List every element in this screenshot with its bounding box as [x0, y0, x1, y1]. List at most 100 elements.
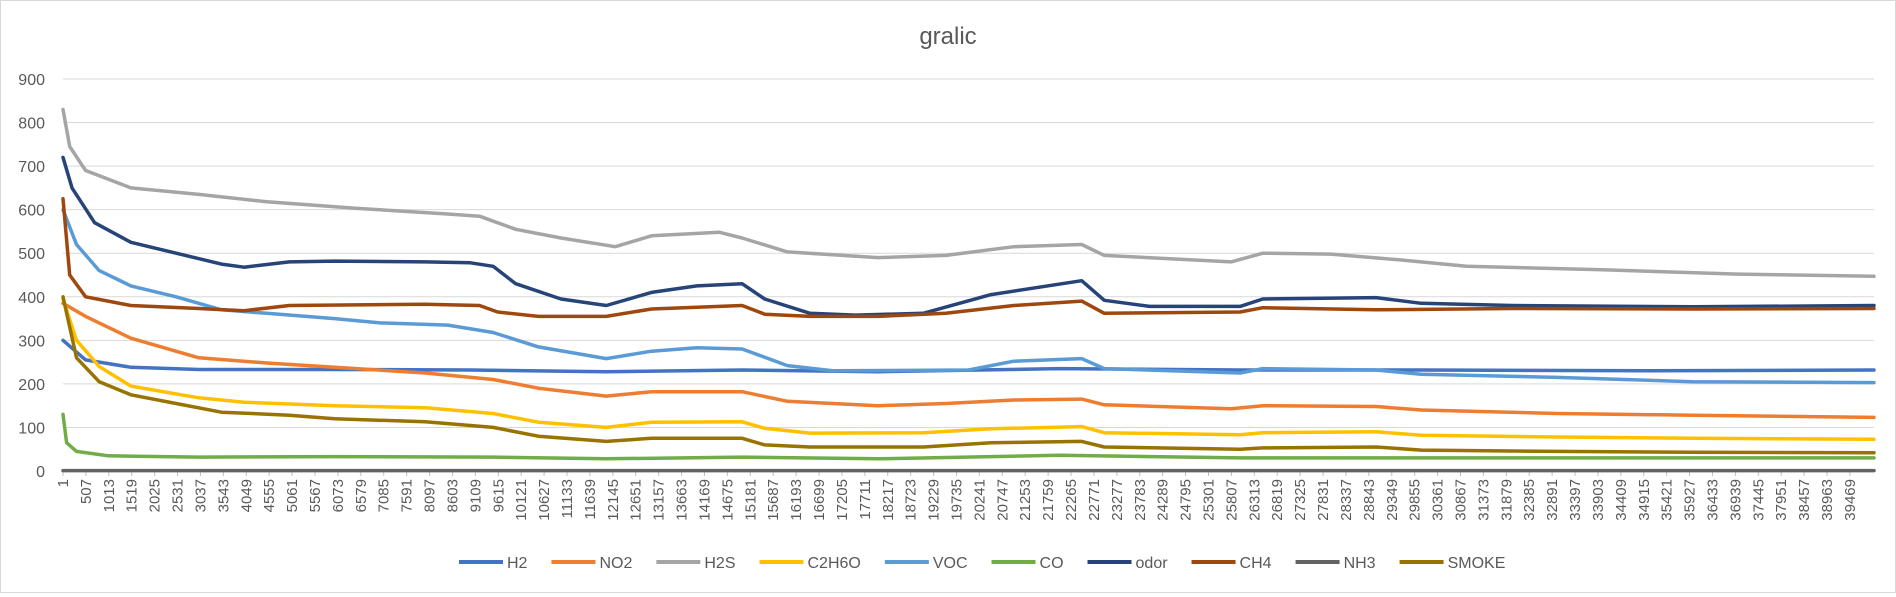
- x-tick-label: 6073: [330, 479, 347, 512]
- x-tick-label: 3037: [192, 479, 209, 512]
- x-tick-label: 31879: [1498, 479, 1515, 521]
- x-tick-label: 39469: [1842, 479, 1859, 521]
- x-tick-label: 9615: [490, 479, 507, 512]
- x-tick-label: 32385: [1521, 479, 1538, 521]
- x-tick-label: 19229: [926, 479, 943, 521]
- x-tick-label: 17205: [834, 479, 851, 521]
- chart-title: gralic: [919, 23, 976, 50]
- y-tick-label: 800: [18, 116, 45, 133]
- x-tick-label: 19735: [948, 479, 965, 521]
- x-tick-label: 24795: [1178, 479, 1195, 521]
- legend-label: SMOKE: [1448, 555, 1506, 572]
- x-tick-label: 2025: [147, 479, 164, 512]
- x-tick-label: 12145: [605, 479, 622, 521]
- x-tick-label: 18217: [880, 479, 897, 521]
- x-tick-label: 21759: [1040, 479, 1057, 521]
- x-tick-label: 1: [55, 479, 72, 487]
- gridlines: [63, 78, 1874, 472]
- x-tick-label: 16193: [788, 479, 805, 521]
- x-tick-label: 1013: [101, 479, 118, 512]
- x-tick-label: 2531: [170, 479, 187, 512]
- x-tick-label: 13157: [651, 479, 668, 521]
- x-tick-label: 20241: [971, 479, 988, 521]
- x-tick-label: 24289: [1155, 479, 1172, 521]
- x-tick-label: 12651: [628, 479, 645, 521]
- series-line-co: [61, 412, 1876, 461]
- x-tick-label: 8097: [422, 479, 439, 512]
- x-tick-label: 25807: [1223, 479, 1240, 521]
- x-tick-label: 33903: [1590, 479, 1607, 521]
- x-tick-label: 9109: [467, 479, 484, 512]
- x-tick-label: 33397: [1567, 479, 1584, 521]
- x-tick-label: 21253: [1017, 479, 1034, 521]
- y-tick-label: 200: [18, 377, 45, 394]
- x-tick-label: 15181: [742, 479, 759, 521]
- x-tick-label: 5061: [284, 479, 301, 512]
- legend-label: C2H6O: [807, 555, 860, 572]
- x-tick-label: 4555: [261, 479, 278, 512]
- x-tick-label: 5567: [307, 479, 324, 512]
- legend-label: CO: [1040, 555, 1064, 572]
- x-tick-label: 11639: [582, 479, 599, 520]
- x-tick-label: 16699: [811, 479, 828, 521]
- y-tick-label: 100: [18, 420, 45, 437]
- x-tick-label: 27325: [1292, 479, 1309, 521]
- x-tick-label: 4049: [238, 479, 255, 512]
- x-tick-label: 10627: [536, 479, 553, 521]
- x-tick-label: 18723: [903, 479, 920, 521]
- legend-label: H2S: [704, 555, 735, 572]
- series-line-voc: [61, 207, 1876, 385]
- legend-label: NH3: [1344, 555, 1376, 572]
- series-line-c2h6o: [61, 297, 1876, 441]
- x-tick-label: 34915: [1636, 479, 1653, 521]
- x-tick-label: 28843: [1361, 479, 1378, 521]
- x-tick-label: 10121: [513, 479, 530, 521]
- y-tick-label: 400: [18, 290, 45, 307]
- series-lines: [61, 107, 1876, 473]
- x-tick-label: 23277: [1109, 479, 1126, 521]
- x-tick-label: 35927: [1682, 479, 1699, 521]
- x-tick-label: 26313: [1246, 479, 1263, 521]
- legend-label: odor: [1136, 555, 1169, 572]
- legend-label: CH4: [1240, 555, 1272, 572]
- x-tick-label: 6579: [353, 479, 370, 512]
- x-tick-label: 35421: [1659, 479, 1676, 521]
- y-tick-label: 900: [18, 72, 45, 89]
- x-tick-label: 14675: [719, 479, 736, 521]
- x-tick-label: 7085: [376, 479, 393, 512]
- x-tick-label: 15687: [765, 479, 782, 521]
- x-tick-label: 20747: [994, 479, 1011, 521]
- y-tick-label: 300: [18, 333, 45, 350]
- x-tick-label: 29855: [1407, 479, 1424, 521]
- legend-label: NO2: [599, 555, 632, 572]
- x-tick-label: 38963: [1819, 479, 1836, 521]
- y-tick-label: 600: [18, 203, 45, 220]
- series-line-h2s: [61, 107, 1876, 279]
- x-axis-tick-labels: 1 507 1013 1519 2025 2531 3037 3543 4049 4555 5061…: [55, 471, 1859, 521]
- x-tick-label: 28337: [1338, 479, 1355, 521]
- legend: H2 NO2 H2S C2H6O VOC CO odor CH4 NH3 SMOKE: [459, 555, 1505, 572]
- legend-label: VOC: [933, 555, 968, 572]
- x-tick-label: 36433: [1705, 479, 1722, 521]
- x-tick-label: 17711: [857, 479, 874, 520]
- x-tick-label: 11133: [559, 479, 576, 519]
- series-line-smoke: [61, 295, 1876, 455]
- x-tick-label: 36939: [1727, 479, 1744, 521]
- x-tick-label: 30867: [1452, 479, 1469, 521]
- series-line-odor: [61, 155, 1876, 317]
- x-tick-label: 25301: [1200, 479, 1217, 521]
- x-tick-label: 31373: [1475, 479, 1492, 521]
- x-tick-label: 23783: [1132, 479, 1149, 521]
- y-tick-label: 500: [18, 246, 45, 263]
- x-tick-label: 34409: [1613, 479, 1630, 521]
- y-axis-tick-labels: 0 100 200 300 400 500 600 700 800 900: [18, 72, 45, 481]
- x-tick-label: 507: [78, 479, 95, 504]
- x-tick-label: 32891: [1544, 479, 1561, 521]
- series-line-no2: [61, 301, 1876, 420]
- x-tick-label: 13663: [674, 479, 691, 521]
- x-tick-label: 3543: [215, 479, 232, 512]
- series-line-ch4: [61, 197, 1876, 319]
- x-tick-label: 1519: [124, 479, 141, 512]
